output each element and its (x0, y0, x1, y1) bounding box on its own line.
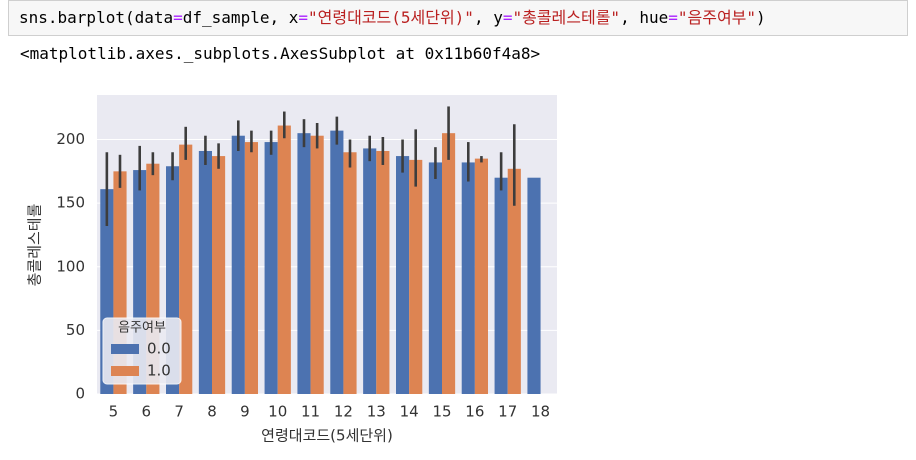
legend-title: 음주여부 (118, 321, 166, 336)
bar (244, 142, 258, 394)
legend-swatch (111, 344, 139, 354)
x-tick-label: 5 (109, 403, 119, 421)
code-token: ) (756, 8, 766, 27)
bar (343, 152, 357, 394)
bar (330, 130, 344, 394)
code-token: sns.barplot(data (19, 8, 174, 27)
code-token: = (173, 8, 183, 27)
bar (527, 177, 541, 394)
x-tick-label: 8 (207, 403, 217, 421)
x-tick-label: 17 (498, 403, 517, 421)
bar (409, 159, 423, 394)
bar (231, 135, 245, 394)
code-token: , hue (620, 8, 669, 27)
x-tick-label: 10 (268, 403, 287, 421)
bar (198, 150, 212, 394)
code-token: = (668, 8, 678, 27)
y-tick-label: 50 (66, 321, 85, 339)
code-token: "음주여부" (677, 8, 757, 27)
code-token: = (502, 8, 513, 27)
code-token: = (298, 8, 308, 27)
bar (212, 156, 226, 394)
x-axis-label: 연령대코드(5세단위) (261, 427, 393, 445)
bar (461, 162, 475, 394)
code-token: "연령대코드(5세단위)" (308, 8, 474, 27)
x-tick-label: 13 (367, 403, 386, 421)
x-tick-label: 9 (240, 403, 250, 421)
legend-swatch (111, 366, 139, 376)
code-cell: sns.barplot(data=df_sample, x="연령대코드(5세단… (8, 0, 908, 36)
bar (474, 158, 488, 394)
x-tick-label: 12 (334, 403, 353, 421)
bar (310, 135, 324, 394)
code-token: "총콜레스테롤" (512, 8, 621, 27)
bar (376, 150, 390, 394)
code-token: df_sample, x (182, 8, 299, 27)
output-text: <matplotlib.axes._subplots.AxesSubplot a… (20, 44, 541, 63)
x-tick-label: 7 (174, 403, 184, 421)
x-tick-label: 6 (142, 403, 152, 421)
bar (494, 177, 508, 394)
legend-label: 0.0 (147, 340, 171, 358)
bar (264, 142, 278, 394)
x-tick-label: 15 (432, 403, 451, 421)
bar (277, 125, 291, 395)
y-axis-label: 총콜레스테롤 (26, 203, 44, 286)
y-tick-label: 100 (56, 257, 85, 275)
bar (363, 148, 377, 394)
bar (396, 156, 410, 394)
x-tick-label: 18 (531, 403, 550, 421)
bar (428, 162, 442, 394)
y-tick-label: 200 (56, 130, 85, 148)
y-tick-label: 0 (75, 385, 85, 403)
code-token: , y (473, 8, 503, 27)
x-tick-label: 16 (465, 403, 484, 421)
y-tick-label: 150 (56, 194, 85, 212)
x-tick-label: 14 (400, 403, 419, 421)
x-tick-label: 11 (301, 403, 320, 421)
bar (297, 133, 311, 394)
bar (179, 144, 193, 394)
bar (507, 168, 521, 394)
legend-label: 1.0 (147, 362, 171, 380)
bar (442, 133, 456, 394)
